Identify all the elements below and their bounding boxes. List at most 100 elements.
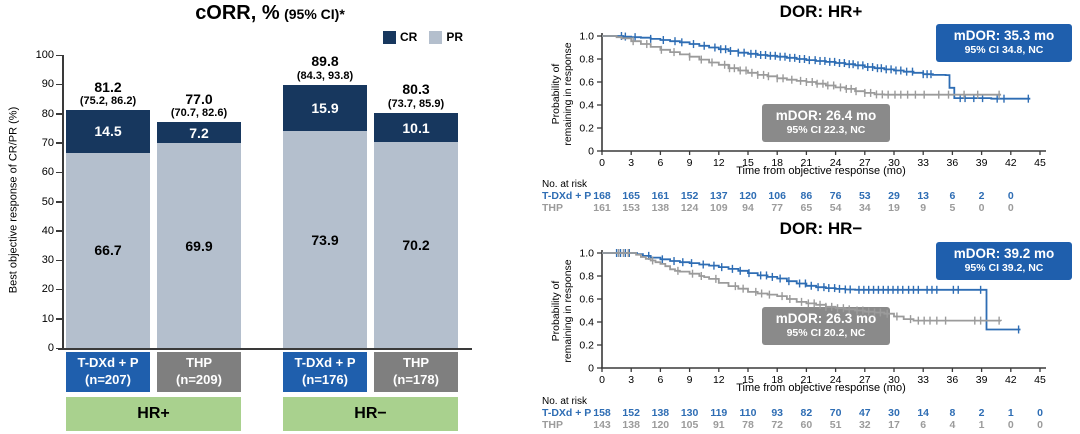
km1-x-axis-label: Time from objective response (mo) [736, 165, 906, 177]
at-risk-value: 137 [710, 190, 728, 202]
at-risk-value: 29 [888, 190, 900, 202]
at-risk-value: 130 [680, 407, 699, 419]
km-x-tick-label: 33 [917, 157, 929, 169]
arm-label-box: THP (n=209) [157, 352, 241, 392]
at-risk-value: 105 [680, 418, 699, 431]
km-x-tick-label: 45 [1034, 157, 1046, 169]
km-x-tick-label: 21 [801, 374, 813, 386]
at-risk-value: 143 [593, 418, 611, 431]
at-risk-value: 153 [622, 201, 640, 214]
km-y-tick-label: 0.6 [579, 77, 594, 89]
y-axis-line [62, 55, 64, 348]
cr-value: 7.2 [189, 124, 209, 141]
at-risk-row: THP 161 153 138 124 109 94 77 65 54 34 19 9 5 0 0 [540, 201, 1080, 214]
arm-name: T-DXd + P [77, 355, 139, 371]
at-risk-value: 17 [888, 418, 900, 431]
corr-chart-title: cORR, % (95% CI)* [0, 2, 540, 25]
pr-bar-segment: 73.9 [283, 131, 367, 348]
km-x-tick-label: 6 [657, 157, 663, 169]
at-risk-row: T-DXd + P 158 152 138 130 119 110 93 82 70 47 30 14 8… [540, 407, 1080, 419]
y-tick-label: 60 [41, 166, 54, 179]
km-x-tick-label: 27 [859, 374, 871, 386]
arm-n: (n=209) [176, 372, 222, 387]
at-risk-value: 93 [771, 407, 784, 419]
at-risk-value: 1 [1007, 407, 1014, 419]
at-risk-value: 138 [622, 418, 640, 431]
at-risk-value: 13 [917, 190, 930, 202]
at-risk-value: 19 [888, 201, 900, 214]
at-risk-value: 30 [888, 407, 900, 419]
at-risk-value: 54 [829, 201, 842, 214]
pr-value: 73.9 [311, 231, 339, 248]
km-curve-t-dxd-+-p [602, 252, 1021, 331]
y-tick-mark [56, 171, 62, 174]
y-tick-label: 40 [41, 224, 54, 237]
hr-group-box: HR− [283, 397, 458, 431]
km-plot-svg: 00.20.40.60.81.00 3 6 9 12 15 18 21 24 27 30 33 36 39… [579, 248, 1046, 386]
km-x-tick-label: 0 [599, 157, 605, 169]
at-risk-value: 0 [1037, 407, 1043, 419]
y-tick-mark [56, 259, 62, 262]
dor-hr-negative-chart: DOR: HR− Probability of remaining in res… [540, 217, 1080, 434]
at-risk-value: 86 [800, 190, 813, 202]
y-tick-mark [56, 113, 62, 115]
pr-bar-segment: 69.9 [157, 143, 241, 348]
at-risk-value: 0 [1037, 418, 1043, 431]
pr-value: 69.9 [185, 237, 213, 254]
at-risk-value: 72 [771, 418, 784, 431]
total-value: 89.8 [311, 53, 339, 70]
at-risk-value: 165 [622, 190, 640, 202]
at-risk-value: 65 [800, 201, 813, 214]
at-risk-value: 76 [829, 190, 842, 202]
at-risk-value: 5 [949, 201, 956, 214]
km-y-tick-label: 1.0 [579, 248, 594, 260]
at-risk-value: 124 [680, 201, 699, 214]
km-y-tick-label: 0.8 [579, 54, 594, 66]
at-risk-value: 6 [949, 190, 956, 202]
arm-n: (n=176) [302, 372, 348, 387]
km-x-tick-label: 0 [599, 374, 605, 386]
at-risk-value: 77 [771, 201, 784, 214]
at-risk-value: 120 [651, 418, 670, 431]
km1-mdor-thp-annotation: mDOR: 26.4 mo 95% CI 22.3, NC [762, 104, 890, 142]
km-x-tick-label: 39 [976, 157, 988, 169]
legend-item-pr: PR [429, 30, 463, 44]
dor-hr-positive-chart: DOR: HR+ Probability of remaining in res… [540, 0, 1080, 217]
at-risk-value: 32 [858, 418, 871, 431]
at-risk-value: 110 [739, 407, 757, 419]
y-tick-label: 20 [41, 283, 54, 296]
y-tick-mark [56, 83, 62, 86]
km-x-tick-label: 30 [888, 157, 900, 169]
at-risk-row-name: THP [542, 201, 563, 214]
at-risk-value: 70 [829, 407, 842, 419]
at-risk-value: 120 [739, 190, 757, 202]
at-risk-row: THP 143 138 120 105 91 78 72 60 51 32 17 6 4 1 0 0 [540, 418, 1080, 431]
at-risk-value: 161 [593, 201, 611, 214]
y-tick-mark [56, 347, 62, 349]
legend-pr-label: PR [446, 30, 464, 44]
y-tick-label: 80 [41, 107, 54, 120]
km-x-tick-label: 33 [917, 374, 929, 386]
total-value: 81.2 [94, 78, 122, 95]
km-x-tick-label: 24 [830, 157, 842, 169]
at-risk-value: 34 [858, 201, 871, 214]
hr-group-box: HR+ [66, 397, 241, 431]
at-risk-value: 161 [651, 190, 670, 202]
corr-title-main: cORR, % [195, 2, 280, 24]
km-y-tick-label: 0.2 [579, 340, 594, 352]
km-x-tick-label: 18 [771, 374, 783, 386]
bar-total-label: 77.0 (70.7, 82.6) [145, 86, 253, 120]
km-curve-t-dxd-+-p [602, 35, 1031, 100]
y-tick-label: 0 [47, 342, 54, 354]
km-y-tick-label: 0.2 [579, 123, 594, 135]
y-tick-mark [56, 201, 62, 203]
km-y-tick-label: 1.0 [579, 31, 594, 43]
km-x-tick-label: 6 [657, 374, 663, 386]
at-risk-value: 0 [1007, 418, 1014, 431]
km-x-tick-label: 21 [801, 157, 813, 169]
y-tick-label: 30 [41, 254, 54, 267]
cr-bar-segment: 10.1 [374, 112, 458, 143]
cr-bar-segment: 7.2 [157, 122, 241, 144]
km-x-tick-label: 39 [976, 374, 988, 386]
bar-total-label: 89.8 (84.3, 93.8) [271, 49, 379, 83]
